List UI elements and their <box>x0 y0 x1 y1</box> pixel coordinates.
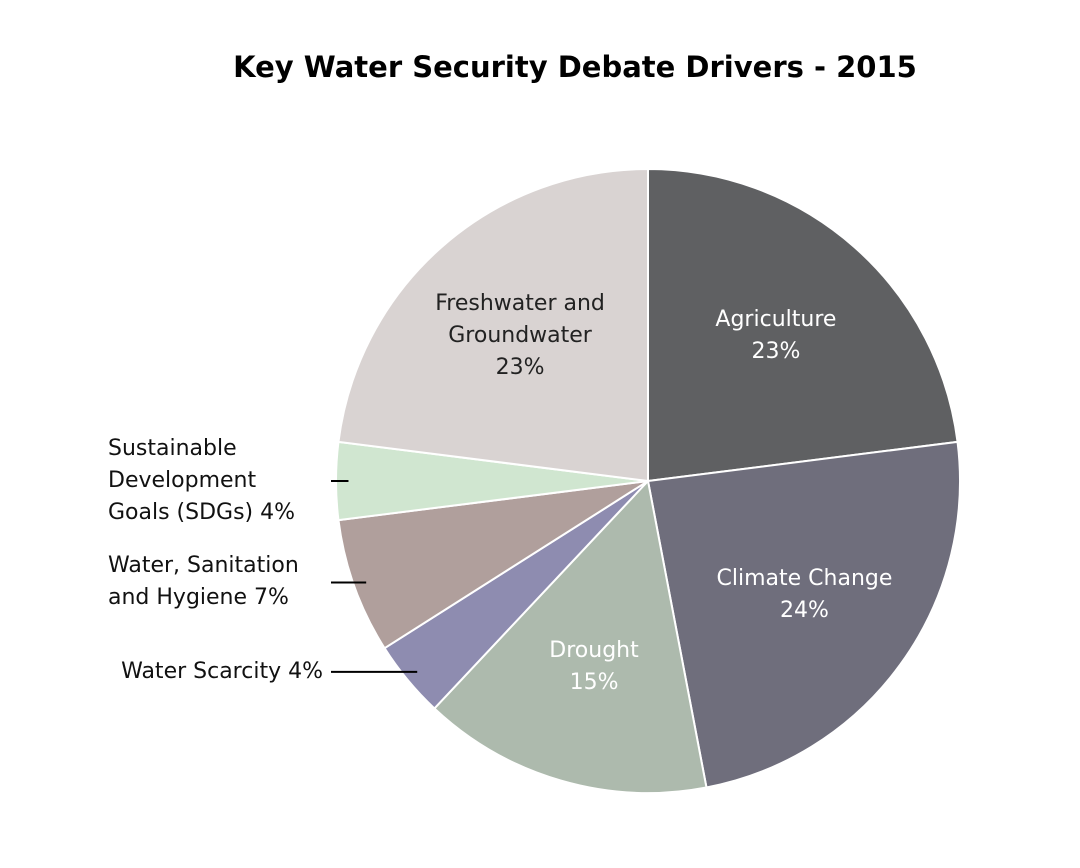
value-label: 23% <box>495 354 545 380</box>
chart-title: Key Water Security Debate Drivers - 2015 <box>233 50 917 84</box>
slice-label: Water, Sanitation and Hygiene 7% <box>108 550 323 614</box>
pie-slice <box>646 440 961 789</box>
slice-label: Drought 15% <box>479 635 709 699</box>
value-label: 7% <box>254 585 289 611</box>
pie-slice <box>337 167 649 483</box>
category-label: Sustainable Development Goals (SDGs) <box>108 436 257 525</box>
category-label: Climate Change <box>716 565 893 591</box>
category-label: Water, Sanitation and Hygiene <box>108 553 299 611</box>
category-label: Water Scarcity <box>121 658 282 684</box>
pie-slice <box>647 167 959 483</box>
slice-label: Water Scarcity 4% <box>121 656 323 688</box>
slice-label: Agriculture 23% <box>661 304 891 368</box>
category-label: Drought <box>549 637 639 663</box>
pie-slice <box>433 478 708 795</box>
value-label: 15% <box>569 669 619 695</box>
category-label: Agriculture <box>715 306 837 332</box>
value-label: 4% <box>260 500 296 525</box>
slice-label: Freshwater and Groundwater 23% <box>405 288 635 384</box>
pie-slice <box>337 480 649 650</box>
slice-label: Climate Change 24% <box>689 563 919 627</box>
value-label: 4% <box>288 658 323 684</box>
value-label: 23% <box>751 338 801 364</box>
category-label: Freshwater and Groundwater <box>435 290 605 348</box>
value-label: 24% <box>780 597 829 623</box>
slice-label: Sustainable Development Goals (SDGs) 4% <box>108 433 323 529</box>
